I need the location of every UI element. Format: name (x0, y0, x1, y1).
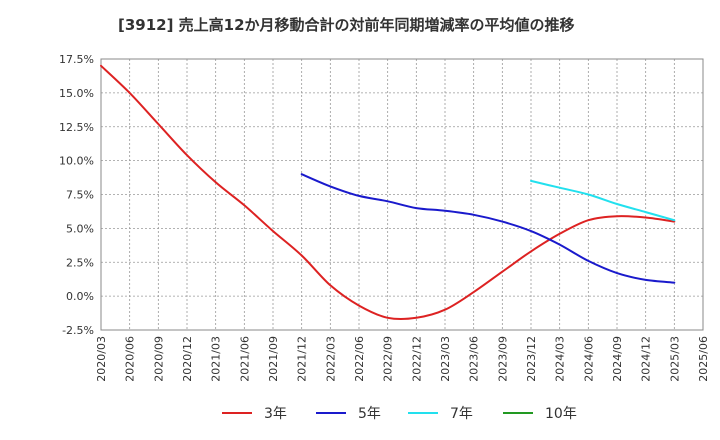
x-tick-label: 2020/09 (152, 336, 165, 382)
chart-title: [3912] 売上高12か月移動合計の対前年同期増減率の平均値の推移 (118, 16, 575, 34)
x-axis: 2020/03 2020/06 2020/09 2020/12 2021/03 2021/… (95, 336, 710, 382)
legend-label: 7年 (450, 406, 473, 422)
series-lines (100, 64, 676, 321)
x-tick-label: 2024/12 (640, 336, 653, 382)
y-tick-label: 10.0% (59, 155, 94, 168)
y-axis: 17.5% 15.0% 12.5% 10.0% 7.5% 5.0% 2.5% 0.0% -2.5… (59, 53, 94, 337)
x-tick-label: 2021/03 (210, 336, 223, 382)
y-tick-label: 15.0% (59, 87, 94, 100)
legend-label: 10年 (545, 406, 577, 422)
legend-label: 5年 (358, 406, 381, 422)
x-tick-label: 2022/03 (324, 336, 337, 382)
legend-label: 3年 (264, 406, 287, 422)
y-tick-label: 2.5% (66, 256, 94, 269)
x-tick-label: 2020/03 (95, 336, 108, 382)
x-tick-label: 2025/03 (668, 336, 681, 382)
x-tick-label: 2023/09 (496, 336, 509, 382)
x-tick-label: 2022/12 (410, 336, 423, 382)
y-tick-label: 12.5% (59, 121, 94, 134)
plot-frame (100, 58, 704, 331)
x-tick-label: 2025/06 (697, 336, 710, 382)
x-tick-label: 2020/12 (181, 336, 194, 382)
legend: 3年 5年 7年 10年 (222, 406, 577, 422)
x-tick-label: 2021/12 (296, 336, 309, 382)
y-tick-label: 17.5% (59, 53, 94, 66)
y-tick-label: 5.0% (66, 222, 94, 235)
x-tick-label: 2023/03 (439, 336, 452, 382)
x-tick-label: 2024/03 (554, 336, 567, 382)
series-line-3 (530, 179, 676, 222)
x-tick-label: 2021/09 (267, 336, 280, 382)
y-tick-label: 7.5% (66, 189, 94, 202)
grid (100, 58, 704, 331)
y-tick-label: -2.5% (62, 324, 94, 337)
y-tick-label: 0.0% (66, 290, 94, 303)
x-tick-label: 2022/09 (382, 336, 395, 382)
x-tick-label: 2024/09 (611, 336, 624, 382)
x-tick-label: 2024/06 (582, 336, 595, 382)
x-tick-label: 2022/06 (353, 336, 366, 382)
x-tick-label: 2021/06 (238, 336, 251, 382)
x-tick-label: 2020/06 (124, 336, 137, 382)
x-tick-label: 2023/12 (525, 336, 538, 382)
series-line-1 (100, 64, 676, 321)
x-tick-label: 2023/06 (468, 336, 481, 382)
series-line-2 (300, 173, 676, 284)
